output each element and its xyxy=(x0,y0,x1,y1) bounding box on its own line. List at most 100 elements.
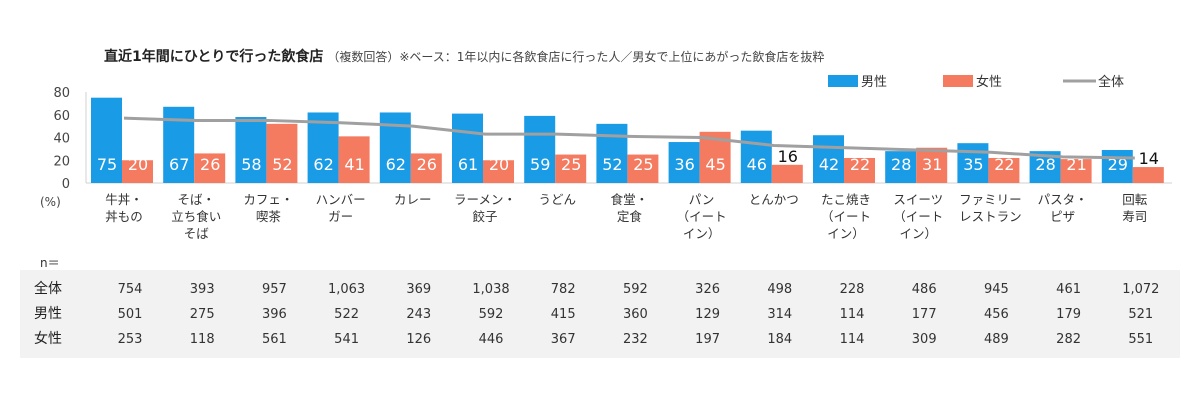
table-cell: 415 xyxy=(551,307,576,322)
data-label-male: 29 xyxy=(1108,155,1128,174)
table-cell: 275 xyxy=(190,307,215,322)
table-cell: 228 xyxy=(840,282,865,297)
bar-male xyxy=(307,112,339,183)
table-cell: 592 xyxy=(479,307,504,322)
bar-male xyxy=(957,143,989,183)
legend-label-male: 男性 xyxy=(861,75,887,90)
table-cell: 456 xyxy=(984,307,1009,322)
table-cell: 521 xyxy=(1128,307,1153,322)
table-cell: 184 xyxy=(767,332,792,347)
data-label-female: 26 xyxy=(200,155,220,174)
table-cell: 326 xyxy=(695,282,720,297)
data-label-female: 22 xyxy=(994,155,1014,174)
table-cell: 309 xyxy=(912,332,937,347)
data-label-male: 28 xyxy=(891,155,911,174)
x-tick-label: イン） xyxy=(683,226,721,241)
table-cell: 129 xyxy=(695,307,720,322)
chart-title: 直近1年間にひとりで行った飲食店 （複数回答）※ベース：1年以内に各飲食店に行った… xyxy=(104,46,824,66)
bar-female xyxy=(771,164,803,183)
data-label-male: 75 xyxy=(97,155,117,174)
y-tick-label: 60 xyxy=(53,109,70,124)
table-row-label: 男性 xyxy=(34,306,62,322)
table-cell: 1,038 xyxy=(472,282,509,297)
legend-label-female: 女性 xyxy=(976,74,1002,90)
table-cell: 114 xyxy=(840,332,865,347)
bar-male xyxy=(740,130,772,183)
bar-female xyxy=(122,160,153,183)
x-tick-label: （イート xyxy=(677,209,727,224)
bar-female xyxy=(338,136,370,183)
table-cell: 197 xyxy=(695,332,720,347)
table-cell: 1,072 xyxy=(1122,282,1159,297)
table-cell: 501 xyxy=(118,307,143,322)
table-cell: 782 xyxy=(551,282,576,297)
bar-male xyxy=(452,113,483,183)
table-cell: 461 xyxy=(1056,282,1081,297)
bar-male xyxy=(668,142,700,183)
data-label-female: 14 xyxy=(1139,149,1159,168)
table-cell: 1,063 xyxy=(328,282,365,297)
n-table xyxy=(20,270,1180,358)
x-tick-label: そば・ xyxy=(177,192,215,207)
table-cell: 114 xyxy=(840,307,865,322)
y-tick-label: 0 xyxy=(62,177,70,192)
table-row-label: 全体 xyxy=(34,280,62,297)
table-cell: 446 xyxy=(479,332,504,347)
table-cell: 243 xyxy=(406,307,431,322)
x-tick-label: パスタ・ xyxy=(1038,192,1088,207)
table-cell: 957 xyxy=(262,282,287,297)
table-cell: 592 xyxy=(623,282,648,297)
bar-female xyxy=(844,157,875,183)
table-cell: 551 xyxy=(1128,332,1153,347)
x-tick-label: ハンバー xyxy=(316,192,366,207)
data-label-male: 61 xyxy=(458,155,478,174)
y-tick-label: 40 xyxy=(53,132,70,147)
x-tick-label: ピザ xyxy=(1050,209,1075,224)
bar-female xyxy=(483,160,514,183)
data-label-female: 20 xyxy=(128,155,148,174)
x-tick-label: カフェ・ xyxy=(243,192,293,207)
x-tick-label: イン） xyxy=(899,226,937,241)
bar-female xyxy=(194,153,226,183)
data-label-female: 22 xyxy=(850,155,870,174)
table-cell: 498 xyxy=(767,282,792,297)
data-label-female: 26 xyxy=(417,155,437,174)
data-label-male: 62 xyxy=(313,155,333,174)
n-label: n＝ xyxy=(40,256,60,270)
bar-female xyxy=(627,154,659,183)
x-tick-label: カレー xyxy=(394,192,432,207)
data-label-male: 62 xyxy=(386,155,406,174)
bar-male xyxy=(596,123,628,183)
bar-male xyxy=(813,135,844,183)
bar-female xyxy=(410,153,442,183)
data-label-female: 41 xyxy=(344,155,364,174)
x-tick-label: 牛丼・ xyxy=(105,192,143,207)
data-label-female: 52 xyxy=(272,155,292,174)
data-label-male: 28 xyxy=(1035,155,1055,174)
table-cell: 177 xyxy=(912,307,937,322)
x-tick-label: 寿司 xyxy=(1122,209,1147,224)
table-cell: 126 xyxy=(406,332,431,347)
x-tick-label: ラーメン・ xyxy=(454,192,516,207)
table-row-label: 女性 xyxy=(34,330,62,347)
table-cell: 367 xyxy=(551,332,576,347)
bar-female xyxy=(1132,167,1164,183)
data-label-female: 21 xyxy=(1066,155,1086,174)
bar-female xyxy=(1060,159,1092,183)
x-tick-label: 定食 xyxy=(617,209,643,224)
data-label-female: 31 xyxy=(922,155,942,174)
table-cell: 561 xyxy=(262,332,287,347)
table-cell: 369 xyxy=(406,282,431,297)
bar-male xyxy=(1101,150,1133,183)
data-label-male: 59 xyxy=(530,155,550,174)
x-tick-label: 丼もの xyxy=(105,209,143,224)
legend-label-total: 全体 xyxy=(1098,74,1124,90)
table-cell: 754 xyxy=(118,282,143,297)
x-tick-label: イン） xyxy=(827,226,865,241)
bar-female xyxy=(266,123,298,183)
table-cell: 396 xyxy=(262,307,287,322)
table-cell: 360 xyxy=(623,307,648,322)
bar-female xyxy=(916,147,948,183)
table-cell: 282 xyxy=(1056,332,1081,347)
table-cell: 314 xyxy=(767,307,792,322)
